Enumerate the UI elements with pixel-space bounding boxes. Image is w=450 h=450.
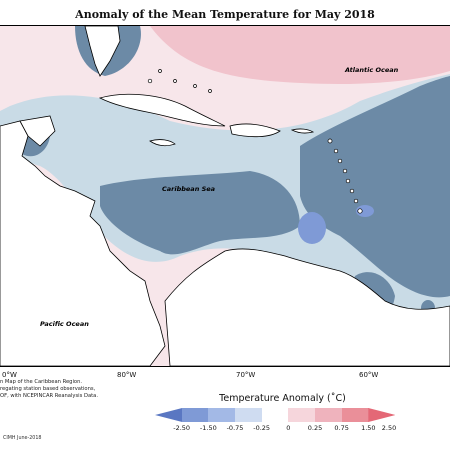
footer-credit: CIMH June-2018: [3, 436, 42, 441]
cool-patch-bahamas: [100, 119, 130, 143]
land-outlines: [0, 26, 450, 366]
landmass-south-america: [164, 248, 450, 366]
legend-tick-label: 2.50: [381, 424, 397, 432]
legend-cell: [261, 408, 289, 422]
longitude-label-60w: 60°W: [359, 371, 379, 379]
legend-ticks: -2.50 -1.50 -0.75 -0.25 0 0.25 0.75 1.50 2.50: [0, 424, 450, 434]
blue-cell-trinidad: [356, 205, 374, 217]
credit-line-3: OF, with NCEPINCAR Reanalysis Data.: [0, 393, 99, 399]
legend-cell: [341, 408, 369, 422]
blue-cell-venezuela: [298, 212, 326, 244]
legend-tick-label: -2.50: [173, 424, 191, 432]
label-pacific-ocean: Pacific Ocean: [40, 320, 89, 328]
lesser-antilles: [147, 69, 363, 214]
map-credits: n Map of the Caribbean Region. regating …: [0, 379, 150, 400]
map-canvas: [0, 26, 450, 366]
legend-tick-label: 0.25: [307, 424, 323, 432]
legend-tick-label: 0.75: [334, 424, 349, 432]
label-atlantic-ocean: Atlantic Ocean: [345, 66, 399, 74]
warm-band-north: [150, 26, 450, 84]
legend-cell: [181, 408, 209, 422]
credit-line-2: regating station based observations,: [0, 386, 96, 392]
legend-cell: [288, 408, 316, 422]
landmass-jamaica: [149, 139, 176, 147]
legend-cell: [235, 408, 263, 422]
legend-cell: [315, 408, 343, 422]
legend-cell: [155, 408, 183, 422]
longitude-label-80w: 80°W: [117, 371, 137, 379]
landmass-yucatan: [19, 115, 56, 147]
cool-field-strong-caribbean: [100, 171, 300, 255]
legend-tick-label: -0.25: [253, 424, 271, 432]
landmass-cuba: [98, 93, 226, 127]
landmass-hispaniola: [229, 123, 281, 138]
legend-tick-label: 0: [286, 424, 291, 432]
legend-cell: [208, 408, 236, 422]
landmass-mexico: [0, 120, 166, 366]
legend-tick-label: 1.50: [361, 424, 376, 432]
legend-colorbar: [155, 408, 396, 422]
landmass-florida: [84, 26, 121, 77]
longitude-label-70w: 70°W: [236, 371, 256, 379]
landmass-puerto-rico: [290, 128, 315, 134]
credit-line-1: n Map of the Caribbean Region.: [0, 379, 83, 385]
label-caribbean-sea: Caribbean Sea: [162, 185, 216, 193]
map-title: Anomaly of the Mean Temperature for May …: [75, 8, 375, 21]
anomaly-map: Atlantic Ocean Caribbean Sea Pacific Oce…: [0, 25, 450, 367]
legend-tick-label: -1.50: [199, 424, 217, 432]
longitude-label-90w: 0°W: [2, 371, 17, 379]
legend-cell: [368, 408, 396, 422]
legend-tick-label: -0.75: [226, 424, 244, 432]
legend-title: Temperature Anomaly (˚C): [219, 393, 346, 404]
cool-field-strong-east: [300, 76, 450, 298]
